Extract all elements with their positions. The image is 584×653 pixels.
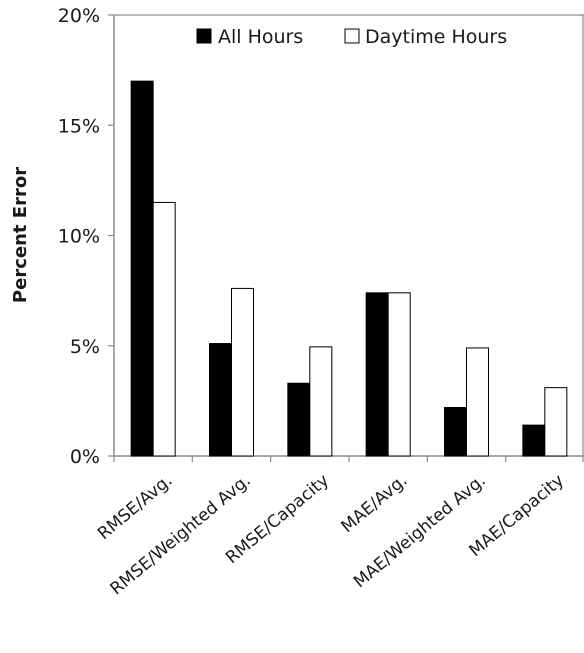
- category-label: MAE/Avg.: [338, 471, 412, 538]
- category-label: RMSE/Weighted Avg.: [107, 471, 255, 600]
- y-tick-label: 0%: [70, 446, 100, 468]
- legend-label-daytime-hours: Daytime Hours: [365, 26, 507, 48]
- category-label: MAE/Weighted Avg.: [350, 471, 490, 593]
- x-ticks: [113, 456, 584, 462]
- bar-all-hours: [522, 424, 546, 457]
- legend-label-all-hours: All Hours: [218, 26, 303, 48]
- bar-all-hours: [209, 343, 232, 457]
- bar-daytime-hours: [466, 347, 489, 457]
- category-label: RMSE/Avg.: [94, 471, 176, 545]
- bars: [130, 80, 568, 457]
- bar-daytime-hours: [152, 201, 176, 457]
- y-tick-label: 15%: [58, 115, 100, 137]
- y-tick-label: 5%: [70, 336, 100, 358]
- bar-daytime-hours: [387, 292, 411, 457]
- category-labels: RMSE/Avg.RMSE/Weighted Avg.RMSE/Capacity…: [94, 471, 568, 600]
- bar-daytime-hours: [544, 387, 568, 457]
- y-tick-label: 20%: [58, 5, 100, 27]
- legend-swatch-all-hours: [196, 28, 212, 44]
- bar-all-hours: [287, 382, 311, 457]
- bar-all-hours: [130, 80, 154, 457]
- legend-swatch-daytime-hours: [344, 28, 360, 44]
- y-tick-label: 10%: [58, 226, 100, 248]
- y-axis-label: Percent Error: [10, 167, 31, 303]
- bar-all-hours: [444, 406, 467, 457]
- bar-daytime-hours: [231, 287, 254, 457]
- y-ticks: 0% 5% 10% 15% 20%: [58, 5, 114, 468]
- bar-all-hours: [365, 292, 389, 457]
- legend: All Hours Daytime Hours: [196, 26, 507, 48]
- bar-daytime-hours: [309, 346, 333, 457]
